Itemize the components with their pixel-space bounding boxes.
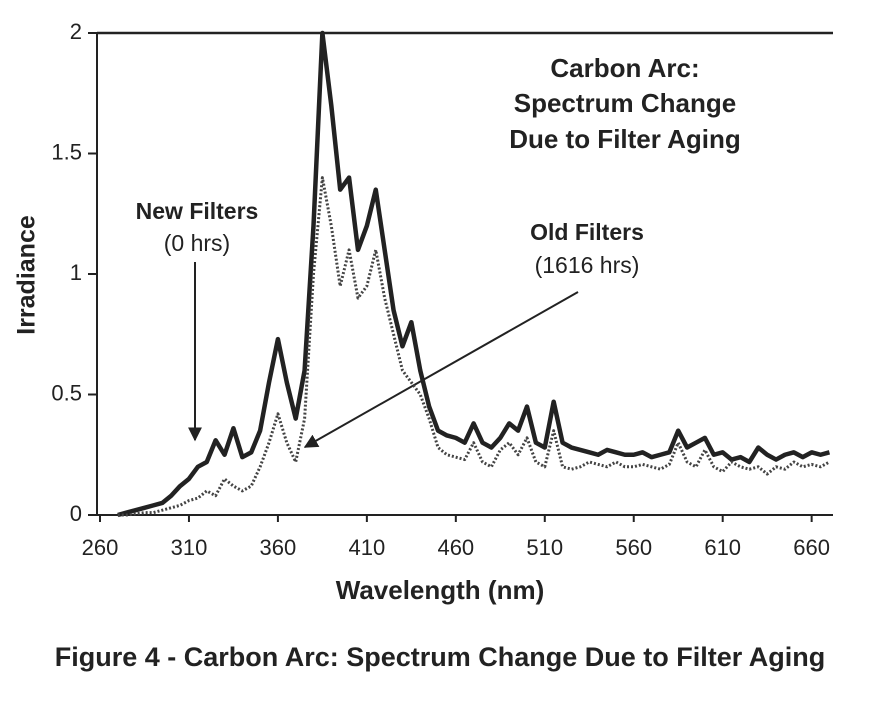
x-tick-label: 460 xyxy=(437,535,474,560)
x-tick-label: 360 xyxy=(260,535,297,560)
annotation: New Filters xyxy=(136,198,259,224)
chart-title: Carbon Arc: xyxy=(550,53,699,83)
x-tick-label: 610 xyxy=(704,535,741,560)
annotation: (0 hrs) xyxy=(164,230,230,256)
arrow xyxy=(303,291,579,448)
x-tick-label: 510 xyxy=(526,535,563,560)
y-tick-label: 0 xyxy=(70,501,82,526)
y-tick-label: 0.5 xyxy=(51,380,82,405)
x-tick-label: 310 xyxy=(171,535,208,560)
x-tick-label: 560 xyxy=(615,535,652,560)
x-tick-label: 660 xyxy=(793,535,830,560)
caption: Figure 4 - Carbon Arc: Spectrum Change D… xyxy=(54,642,826,672)
annotation: Old Filters xyxy=(530,219,644,245)
series-line xyxy=(117,30,831,518)
y-tick-label: 2 xyxy=(70,19,82,44)
annotation: (1616 hrs) xyxy=(535,252,640,278)
chart-subtitle: Due to Filter Aging xyxy=(509,124,741,154)
y-tick-label: 1.5 xyxy=(51,139,82,164)
series-line xyxy=(117,176,831,517)
chart: Carbon Arc: Spectrum Change Due to Filte… xyxy=(13,19,833,605)
chart-subtitle: Spectrum Change xyxy=(514,88,737,118)
x-axis-label: Wavelength (nm) xyxy=(336,575,544,605)
x-tick-label: 410 xyxy=(349,535,386,560)
x-tick-label: 260 xyxy=(82,535,119,560)
y-tick-label: 1 xyxy=(70,260,82,285)
y-axis-label: Irradiance xyxy=(13,215,41,335)
